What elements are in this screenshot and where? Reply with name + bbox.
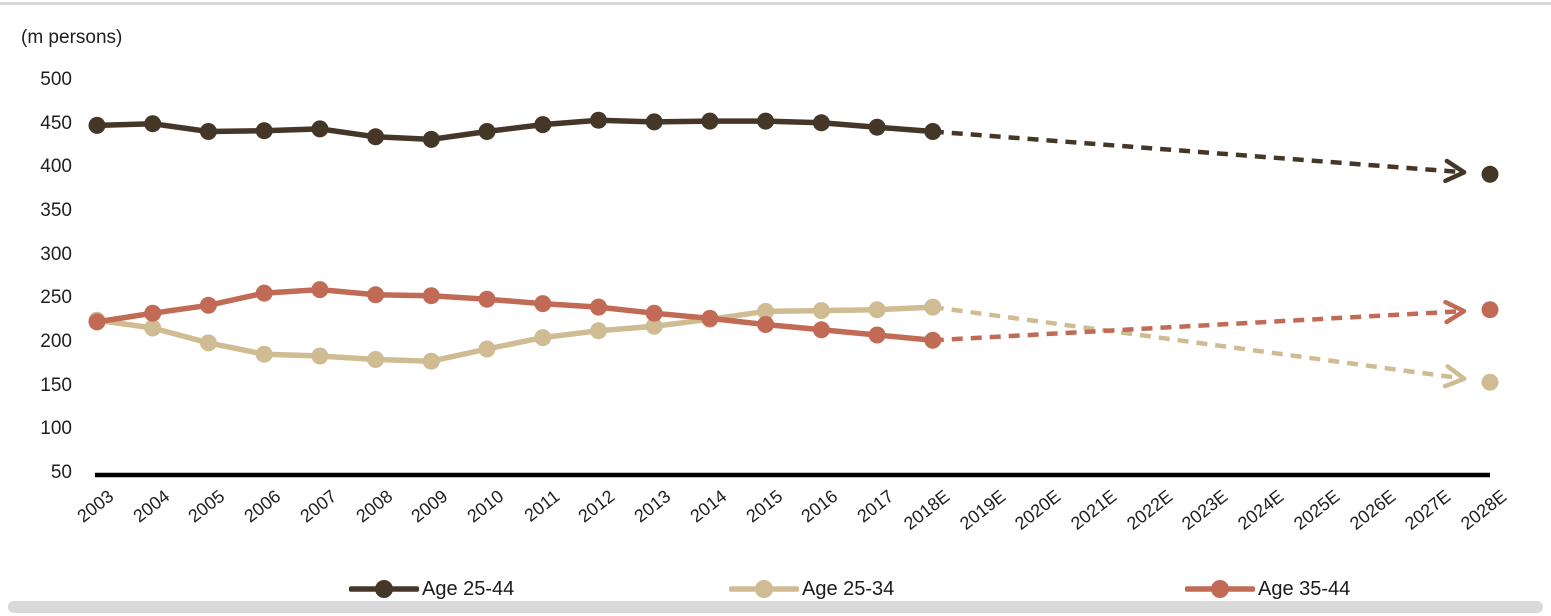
y-axis-tick-label: 450	[40, 112, 72, 134]
y-axis-tick-label: 100	[40, 418, 72, 440]
legend-label: Age 25-34	[802, 577, 895, 600]
series-point	[645, 317, 663, 335]
series-point	[255, 122, 273, 140]
series-point	[311, 281, 329, 299]
projection-arrow	[932, 299, 1467, 343]
series-line	[94, 117, 936, 143]
y-axis-tick-label: 200	[40, 331, 72, 352]
series-point	[88, 313, 106, 331]
series-point	[367, 128, 385, 146]
series-point	[757, 302, 775, 320]
series-point	[367, 286, 385, 304]
series-point	[812, 321, 830, 339]
series-point	[199, 296, 217, 314]
series-point	[422, 130, 440, 148]
series-point	[422, 287, 440, 305]
y-axis-tick-label: 300	[40, 243, 72, 265]
legend-item: Age 25-44	[349, 576, 514, 602]
series-point	[868, 326, 886, 344]
series-point	[701, 309, 719, 327]
y-axis-tick-label: 150	[40, 374, 72, 396]
legend-marker-icon	[1185, 580, 1255, 598]
series-point	[199, 334, 217, 352]
legend-item: Age 35-44	[1185, 576, 1350, 602]
series-point	[422, 352, 440, 370]
series-point	[645, 304, 663, 322]
y-axis-tick-label: 350	[40, 200, 72, 221]
legend-marker-icon	[349, 580, 419, 598]
projection-arrow	[932, 129, 1467, 184]
series-point	[757, 112, 775, 130]
legend-item: Age 25-34	[729, 576, 894, 602]
series-point	[534, 295, 552, 313]
series-point	[144, 115, 162, 133]
y-axis-tick-label: 400	[40, 156, 72, 178]
series-point	[1481, 373, 1499, 391]
series-point	[812, 302, 830, 320]
y-axis-tick-label: 250	[40, 287, 72, 309]
series-line	[94, 304, 936, 364]
series-line	[94, 286, 936, 344]
series-point	[478, 290, 496, 308]
series-point	[144, 319, 162, 337]
series-point	[868, 301, 886, 319]
series-point	[590, 111, 607, 129]
series-point	[645, 113, 663, 131]
series-point	[367, 351, 385, 368]
projection-arrow	[932, 304, 1467, 389]
series-point	[311, 120, 329, 138]
series-point	[757, 316, 775, 333]
series-point	[924, 331, 942, 349]
legend-label: Age 25-44	[422, 577, 515, 600]
series-point	[1481, 165, 1499, 183]
series-point	[924, 123, 942, 140]
series-point	[590, 298, 607, 316]
series-point	[88, 116, 106, 134]
series-point	[812, 114, 830, 132]
legend-marker-icon	[729, 580, 799, 598]
series-point	[590, 322, 607, 340]
axis-unit-label: (m persons)	[21, 27, 123, 48]
series-point	[924, 298, 942, 316]
y-axis-tick-label: 50	[50, 462, 72, 483]
series-point	[199, 123, 217, 140]
series-point	[701, 112, 719, 130]
legend: Age 25-44 Age 25-34 Age 35-44	[0, 576, 1551, 604]
series-point	[478, 340, 496, 358]
y-axis-tick-label: 500	[40, 69, 72, 90]
series-point	[255, 284, 273, 302]
series-point	[534, 329, 552, 347]
series-point	[534, 116, 552, 134]
series-point	[144, 304, 162, 322]
series-point	[478, 123, 496, 140]
legend-label: Age 35-44	[1258, 577, 1351, 600]
series-point	[868, 118, 886, 136]
series-point	[255, 345, 273, 363]
series-point	[311, 347, 329, 365]
bottom-scrollbar	[8, 601, 1543, 613]
top-border	[0, 2, 1551, 5]
series-point	[1481, 301, 1499, 319]
